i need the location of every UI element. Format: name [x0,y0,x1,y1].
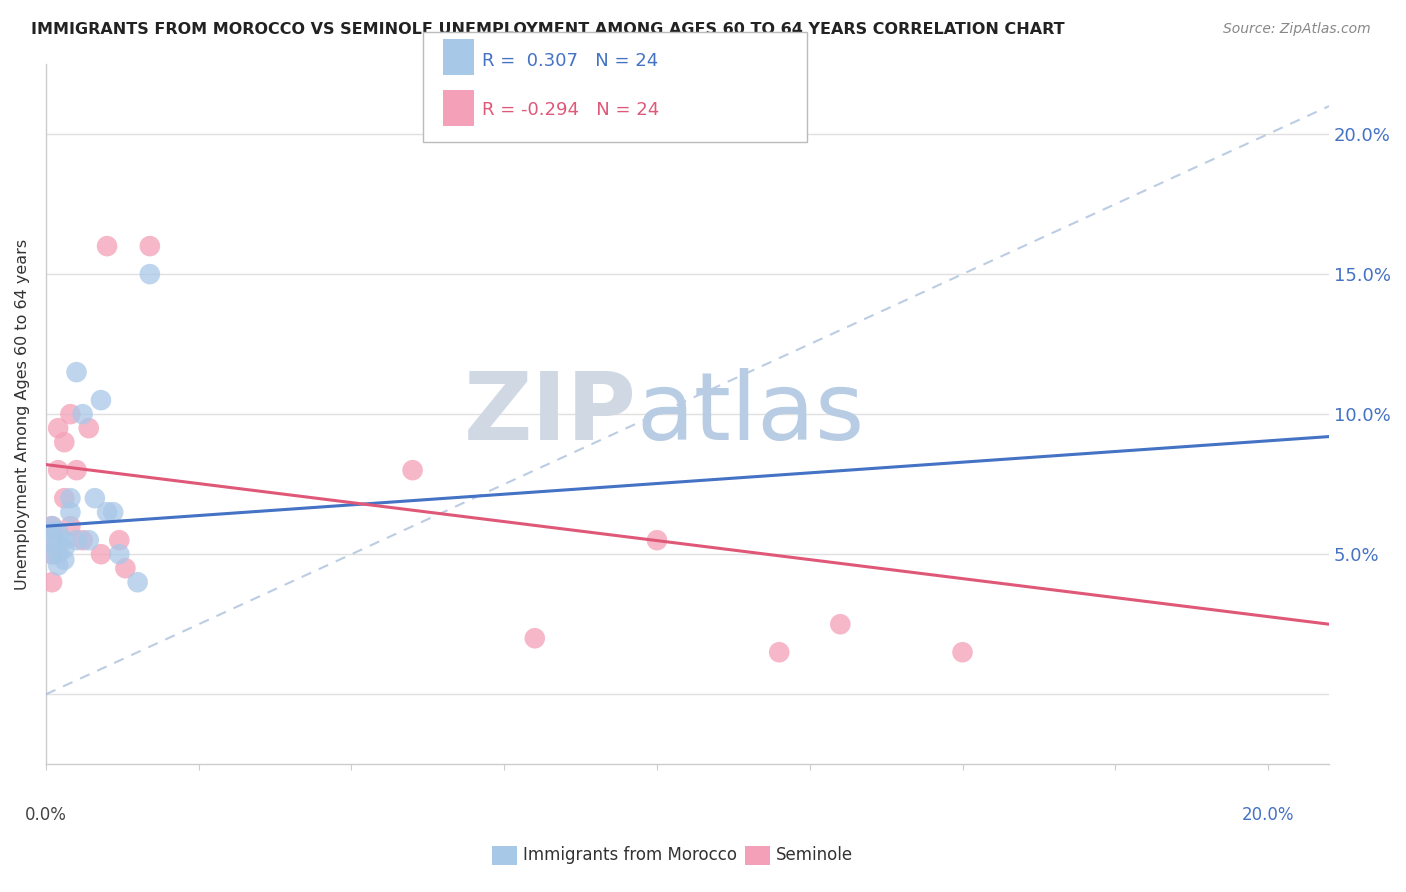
Point [103,505,125,519]
Text: Seminole: Seminole [776,847,853,864]
Point [53,553,76,567]
Point [46,421,69,435]
Point [768,645,790,659]
Point [114,561,136,575]
Point [401,463,423,477]
Text: Immigrants from Morocco: Immigrants from Morocco [523,847,737,864]
Y-axis label: Unemployment Among Ages 60 to 64 years: Unemployment Among Ages 60 to 64 years [15,238,30,590]
Text: 20.0%: 20.0% [1241,806,1295,824]
Point [41,547,63,561]
Point [77,533,100,548]
Point [41,519,63,533]
Point [46,463,69,477]
Point [53,533,76,548]
Point [65,463,87,477]
Point [41,519,63,533]
Point [645,533,668,548]
Point [90,393,112,408]
Point [108,547,131,561]
Point [41,547,63,561]
Point [108,533,131,548]
Point [53,491,76,506]
Text: R =  0.307   N = 24: R = 0.307 N = 24 [482,53,658,70]
Point [139,267,162,281]
Point [523,632,546,646]
Point [59,407,82,421]
Point [41,533,63,548]
Point [952,645,974,659]
Point [59,519,82,533]
Point [90,547,112,561]
Point [65,365,87,379]
Point [65,533,87,548]
Point [127,575,149,590]
Point [830,617,852,632]
Point [41,575,63,590]
Point [72,407,94,421]
Point [83,491,105,506]
Point [41,536,63,550]
Text: ZIP: ZIP [464,368,637,460]
Point [53,541,76,556]
Point [46,524,69,539]
Point [46,536,69,550]
Point [41,524,63,539]
Point [72,533,94,548]
Point [139,239,162,253]
Point [77,421,100,435]
Point [46,547,69,561]
Text: Source: ZipAtlas.com: Source: ZipAtlas.com [1223,22,1371,37]
Point [53,435,76,450]
Point [59,505,82,519]
Text: IMMIGRANTS FROM MOROCCO VS SEMINOLE UNEMPLOYMENT AMONG AGES 60 TO 64 YEARS CORRE: IMMIGRANTS FROM MOROCCO VS SEMINOLE UNEM… [31,22,1064,37]
Text: 0.0%: 0.0% [25,806,67,824]
Point [96,505,118,519]
Point [59,491,82,506]
Text: R = -0.294   N = 24: R = -0.294 N = 24 [482,101,659,119]
Point [46,558,69,573]
Point [96,239,118,253]
Text: atlas: atlas [637,368,865,460]
